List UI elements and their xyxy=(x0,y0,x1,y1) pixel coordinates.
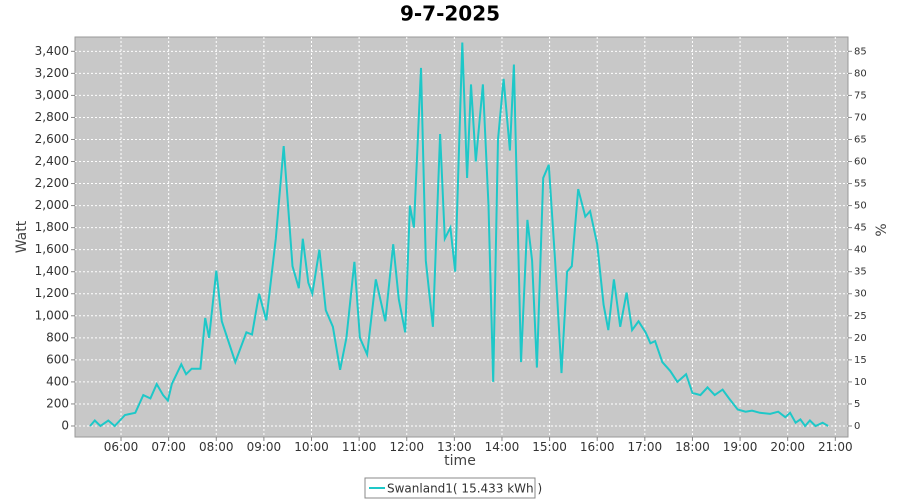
chart-title: 9-7-2025 xyxy=(400,2,500,26)
data-line xyxy=(89,42,829,428)
x-tick-label: 12:00 xyxy=(389,440,424,454)
y-tick-label: 2,200 xyxy=(35,176,69,190)
y2-tick-label: 75 xyxy=(854,90,867,101)
y-tick-label: 0 xyxy=(61,418,69,432)
y-tick-label: 400 xyxy=(46,374,69,388)
y-tick-label: 1,000 xyxy=(35,308,69,322)
y2-tick-label: 55 xyxy=(854,179,867,190)
y-tick-label: 200 xyxy=(46,396,69,410)
y-tick-label: 1,200 xyxy=(35,286,69,300)
y-tick-label: 2,600 xyxy=(35,132,69,146)
y2-tick-label: 10 xyxy=(854,377,867,388)
x-tick-label: 13:00 xyxy=(437,440,472,454)
x-tick-label: 10:00 xyxy=(294,440,329,454)
y-tick-label: 600 xyxy=(46,352,69,366)
y-tick-label: 3,000 xyxy=(35,88,69,102)
legend: Swanland1( 15.433 kWh ) xyxy=(364,477,542,499)
y-tick-label: 3,200 xyxy=(35,66,69,80)
x-tick-label: 21:00 xyxy=(818,440,853,454)
y2-tick-label: 80 xyxy=(854,68,867,79)
x-tick-label: 18:00 xyxy=(675,440,710,454)
legend-box xyxy=(364,477,536,499)
x-tick-label: 17:00 xyxy=(628,440,663,454)
y2-axis-title: % xyxy=(874,223,890,236)
plot-area xyxy=(74,36,849,438)
y2-tick-label: 0 xyxy=(854,421,860,432)
y-tick-label: 2,000 xyxy=(35,198,69,212)
x-tick-label: 14:00 xyxy=(485,440,520,454)
y2-tick-label: 85 xyxy=(854,46,867,57)
y-tick-label: 3,400 xyxy=(35,44,69,58)
x-tick-label: 20:00 xyxy=(770,440,805,454)
x-tick-label: 19:00 xyxy=(723,440,758,454)
y2-tick-label: 60 xyxy=(854,157,867,168)
y2-tick-label: 35 xyxy=(854,267,867,278)
y2-tick-label: 15 xyxy=(854,355,867,366)
y-tick-label: 2,400 xyxy=(35,154,69,168)
y2-tick-label: 30 xyxy=(854,289,867,300)
x-tick-label: 06:00 xyxy=(104,440,139,454)
y-tick-label: 1,400 xyxy=(35,264,69,278)
y2-tick-label: 5 xyxy=(854,399,860,410)
y2-tick-label: 65 xyxy=(854,134,867,145)
y2-tick-label: 70 xyxy=(854,112,867,123)
y-tick-label: 1,600 xyxy=(35,242,69,256)
y-axis-title: Watt xyxy=(14,220,30,253)
legend-label: Swanland1( 15.433 kWh ) xyxy=(387,482,542,496)
x-tick-label: 16:00 xyxy=(580,440,615,454)
y2-tick-label: 25 xyxy=(854,311,867,322)
x-tick-label: 08:00 xyxy=(199,440,234,454)
x-tick-label: 09:00 xyxy=(247,440,282,454)
y2-tick-label: 40 xyxy=(854,245,867,256)
y2-tick-label: 20 xyxy=(854,333,867,344)
y2-tick-label: 45 xyxy=(854,223,867,234)
y-tick-label: 2,800 xyxy=(35,110,69,124)
y-tick-label: 800 xyxy=(46,330,69,344)
x-tick-label: 15:00 xyxy=(532,440,567,454)
y-tick-label: 1,800 xyxy=(35,220,69,234)
x-tick-label: 07:00 xyxy=(151,440,186,454)
x-axis-title: time xyxy=(444,453,476,469)
y2-tick-label: 50 xyxy=(854,201,867,212)
x-tick-label: 11:00 xyxy=(342,440,377,454)
